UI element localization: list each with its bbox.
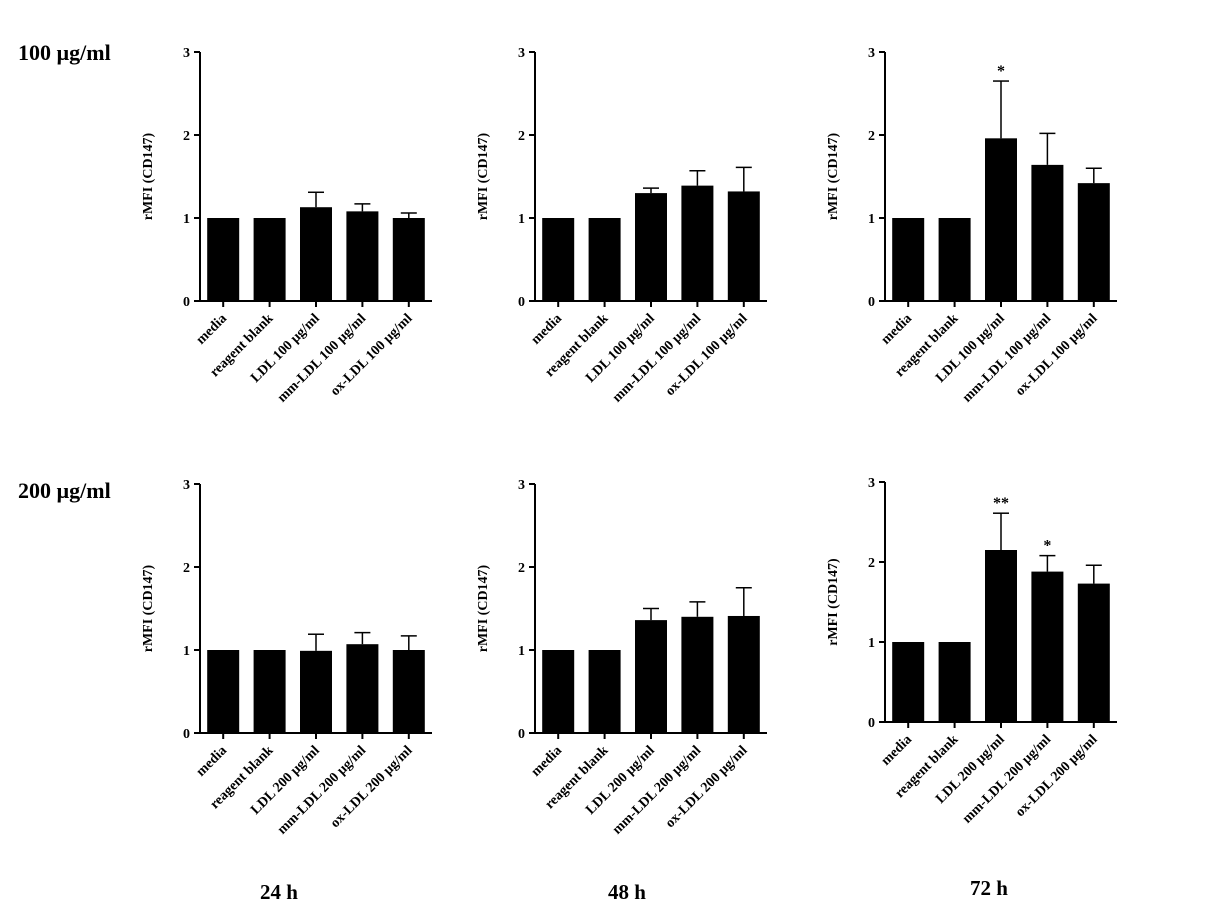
chart-2-bar-1 bbox=[542, 218, 575, 301]
chart-6-ytick-label-1: 1 bbox=[868, 636, 875, 651]
chart-1-category-label-4: mm-LDL 100 µg/ml bbox=[275, 311, 369, 405]
chart-2-ytick-label-3: 3 bbox=[518, 46, 525, 61]
chart-1-ytick-label-0: 0 bbox=[183, 295, 190, 310]
col-label-72h: 72 h bbox=[970, 876, 1008, 900]
chart-4-category-label-1: media bbox=[194, 743, 230, 779]
chart-5-ytick-label-1: 1 bbox=[518, 644, 525, 659]
chart-4-category-label-5: ox-LDL 200 µg/ml bbox=[328, 743, 416, 831]
chart-4-bar-1 bbox=[207, 650, 240, 733]
chart-3-bar-5 bbox=[1077, 183, 1110, 301]
chart-4-ytick-label-2: 2 bbox=[183, 561, 190, 576]
chart-1-bar-4 bbox=[346, 211, 379, 301]
chart-4-ytick-label-1: 1 bbox=[183, 644, 190, 659]
chart-1-bar-3 bbox=[300, 207, 332, 301]
chart-1-category-label-5: ox-LDL 100 µg/ml bbox=[328, 311, 416, 399]
chart-2-bar-4 bbox=[681, 185, 714, 301]
chart-5-ytick-label-0: 0 bbox=[518, 727, 525, 742]
col-label-48h: 48 h bbox=[608, 880, 646, 904]
chart-1-ytick-label-3: 3 bbox=[183, 46, 190, 61]
chart-6-significance-4: * bbox=[1043, 538, 1051, 555]
chart-4-bar-4 bbox=[346, 644, 379, 733]
chart-6-category-label-5: ox-LDL 200 µg/ml bbox=[1013, 732, 1101, 820]
chart-1-category-label-1: media bbox=[194, 311, 230, 347]
chart-6-significance-3: ** bbox=[993, 495, 1009, 512]
chart-6-bar-2 bbox=[938, 642, 971, 722]
chart-3-bar-1 bbox=[892, 218, 925, 301]
chart-5-bar-3 bbox=[635, 620, 667, 733]
chart-1-bar-1 bbox=[207, 218, 240, 301]
chart-6-ytick-label-3: 3 bbox=[868, 476, 875, 491]
chart-6-ytick-label-2: 2 bbox=[868, 556, 875, 571]
chart-1-y-label: rMFI (CD147) bbox=[141, 132, 156, 220]
chart-1-bar-2 bbox=[253, 218, 286, 301]
chart-4-y-label: rMFI (CD147) bbox=[141, 564, 156, 652]
chart-3-category-label-5: ox-LDL 100 µg/ml bbox=[1013, 311, 1101, 399]
chart-4-bar-2 bbox=[253, 650, 286, 733]
chart-6-y-label: rMFI (CD147) bbox=[826, 558, 841, 646]
chart-2-ytick-label-1: 1 bbox=[518, 212, 525, 227]
chart-2-ytick-label-2: 2 bbox=[518, 129, 525, 144]
chart-3-category-label-4: mm-LDL 100 µg/ml bbox=[960, 311, 1054, 405]
chart-6-category-label-1: media bbox=[879, 732, 915, 768]
chart-2-bar-2 bbox=[588, 218, 621, 301]
chart-6-bar-5 bbox=[1077, 583, 1110, 722]
col-label-24h: 24 h bbox=[260, 880, 298, 904]
row-label-100: 100 µg/ml bbox=[18, 40, 111, 65]
chart-4-ytick-label-3: 3 bbox=[183, 478, 190, 493]
chart-5-ytick-label-2: 2 bbox=[518, 561, 525, 576]
chart-3-bar-4 bbox=[1031, 164, 1064, 301]
chart-2-y-label: rMFI (CD147) bbox=[476, 132, 491, 220]
chart-4-bar-5 bbox=[392, 650, 425, 733]
chart-4-ytick-label-0: 0 bbox=[183, 727, 190, 742]
chart-3-ytick-label-2: 2 bbox=[868, 129, 875, 144]
chart-5-category-label-5: ox-LDL 200 µg/ml bbox=[663, 743, 751, 831]
chart-6-ytick-label-0: 0 bbox=[868, 716, 875, 731]
chart-3-y-label: rMFI (CD147) bbox=[826, 132, 841, 220]
chart-1-ytick-label-1: 1 bbox=[183, 212, 190, 227]
chart-5-bar-4 bbox=[681, 616, 714, 733]
chart-2-category-label-5: ox-LDL 100 µg/ml bbox=[663, 311, 751, 399]
chart-3-ytick-label-1: 1 bbox=[868, 212, 875, 227]
chart-4-category-label-4: mm-LDL 200 µg/ml bbox=[275, 743, 369, 837]
chart-5-bar-1 bbox=[542, 650, 575, 733]
chart-6-bar-1 bbox=[892, 642, 925, 722]
chart-5-category-label-1: media bbox=[529, 743, 565, 779]
chart-2-bar-3 bbox=[635, 193, 667, 301]
chart-6-bar-4 bbox=[1031, 571, 1064, 722]
chart-3-ytick-label-3: 3 bbox=[868, 46, 875, 61]
chart-2-category-label-4: mm-LDL 100 µg/ml bbox=[610, 311, 704, 405]
chart-5-bar-2 bbox=[588, 650, 621, 733]
chart-3-ytick-label-0: 0 bbox=[868, 295, 875, 310]
chart-6-bar-3 bbox=[985, 550, 1017, 722]
chart-3-category-label-1: media bbox=[879, 311, 915, 347]
chart-2-ytick-label-0: 0 bbox=[518, 295, 525, 310]
chart-5-bar-5 bbox=[727, 615, 760, 733]
chart-1-ytick-label-2: 2 bbox=[183, 129, 190, 144]
row-label-200: 200 µg/ml bbox=[18, 478, 111, 503]
chart-3-bar-2 bbox=[938, 218, 971, 301]
chart-4-bar-3 bbox=[300, 650, 332, 733]
chart-3-significance-3: * bbox=[997, 63, 1005, 80]
chart-5-y-label: rMFI (CD147) bbox=[476, 564, 491, 652]
chart-6-category-label-4: mm-LDL 200 µg/ml bbox=[960, 732, 1054, 826]
chart-5-ytick-label-3: 3 bbox=[518, 478, 525, 493]
chart-5-category-label-4: mm-LDL 200 µg/ml bbox=[610, 743, 704, 837]
chart-2-bar-5 bbox=[727, 191, 760, 301]
chart-2-category-label-1: media bbox=[529, 311, 565, 347]
chart-1-bar-5 bbox=[392, 218, 425, 301]
chart-3-bar-3 bbox=[985, 138, 1017, 301]
